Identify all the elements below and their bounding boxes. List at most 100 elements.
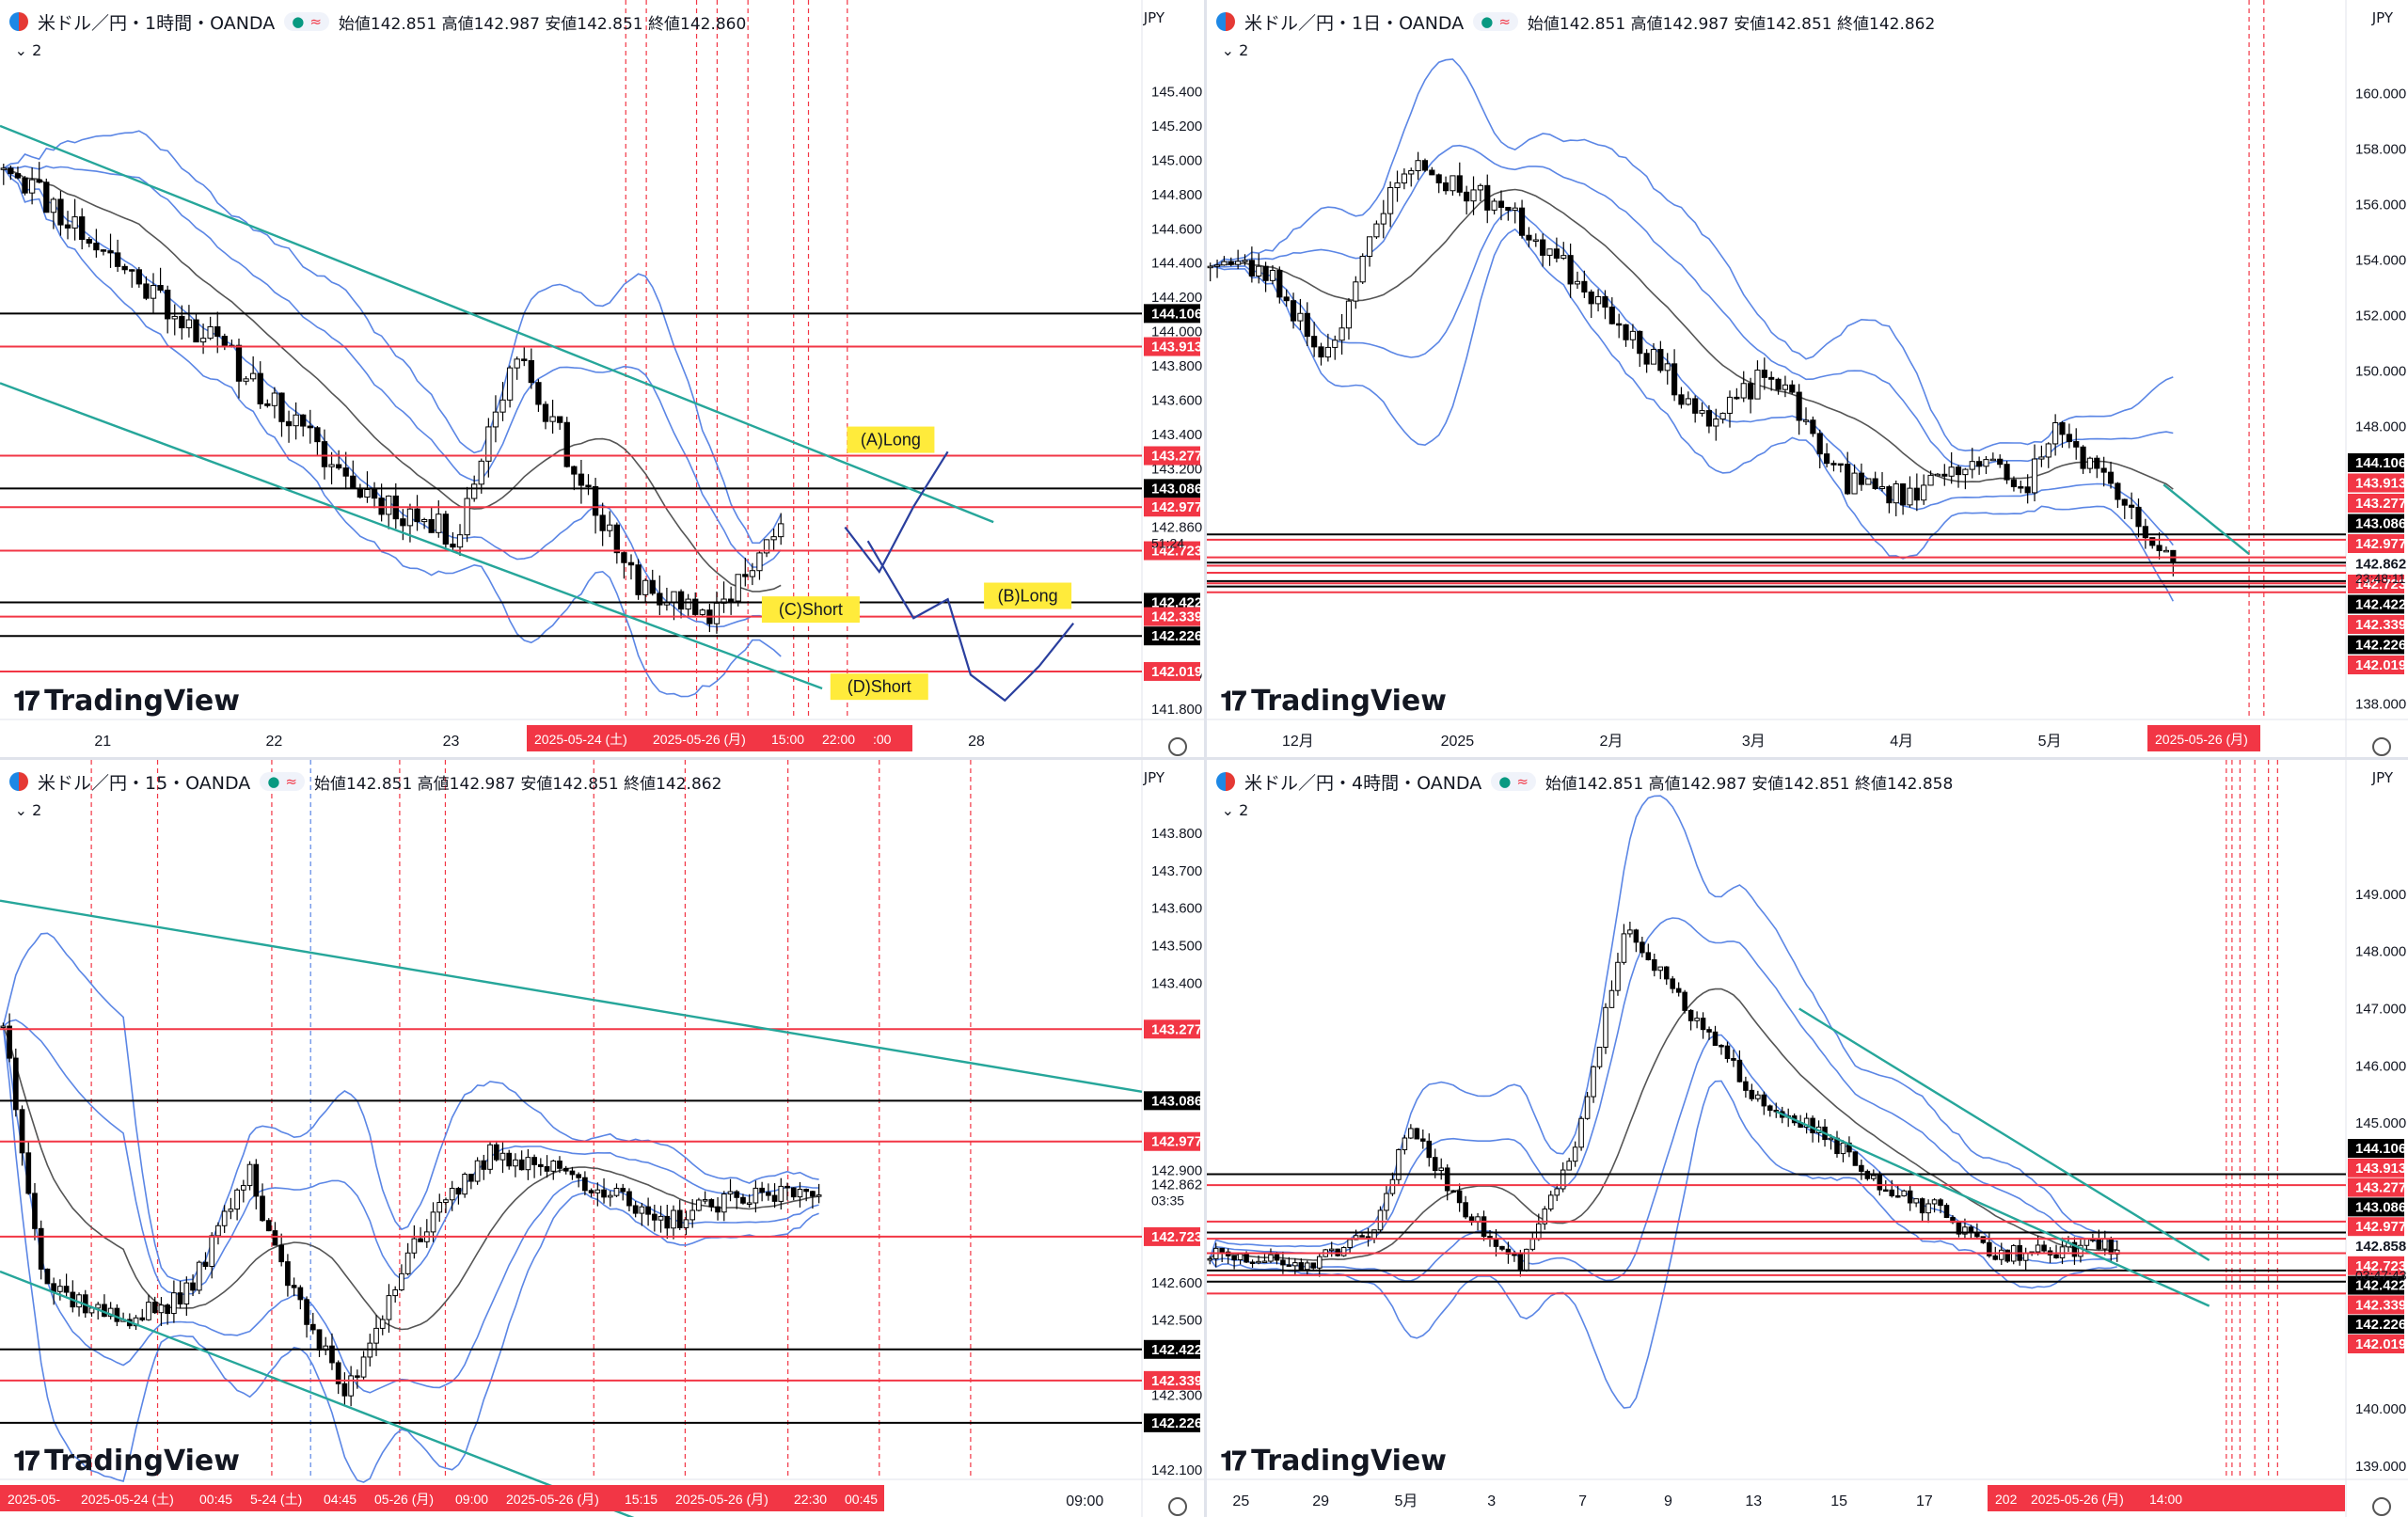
crosshair-date-label: 5-27 (火) bbox=[895, 1492, 947, 1507]
symbol-title[interactable]: 米ドル／円・1時間・OANDA bbox=[38, 12, 276, 34]
tradingview-logo[interactable]: 𝟏𝟕 TradingView bbox=[13, 685, 240, 718]
time-tick-label: 3 bbox=[1487, 1493, 1496, 1509]
tradingview-logo[interactable]: 𝟏𝟕 TradingView bbox=[1220, 1445, 1447, 1477]
symbol-title[interactable]: 米ドル／円・4時間・OANDA bbox=[1244, 772, 1482, 794]
legend-toggle[interactable]: ⌄ 2 bbox=[9, 798, 47, 822]
candle-body bbox=[57, 198, 64, 226]
chart-pane-15m[interactable]: 143.800 143.700 143.600 143.500 143.400 142.9… bbox=[0, 760, 1204, 1517]
candle-body bbox=[1596, 1046, 1603, 1067]
price-tick-label: 142.600 bbox=[1151, 1275, 1202, 1291]
price-level-tag bbox=[2348, 1177, 2404, 1197]
legend-toggle[interactable]: ⌄ 2 bbox=[1216, 38, 1254, 62]
chart-canvas-1d[interactable]: 160.000 158.000 156.000 154.000 152.000 150.0… bbox=[1207, 0, 2408, 757]
pane-divider-horizontal[interactable] bbox=[0, 757, 2408, 760]
currency-label[interactable]: JPY bbox=[2371, 769, 2393, 786]
candle-body bbox=[594, 1189, 601, 1193]
candle-body bbox=[1877, 1175, 1883, 1191]
currency-label[interactable]: JPY bbox=[1143, 769, 1164, 786]
chart-pane-1d[interactable]: 160.000 158.000 156.000 154.000 152.000 150.0… bbox=[1207, 0, 2408, 757]
chart-canvas-15m[interactable]: 143.800 143.700 143.600 143.500 143.400 142.9… bbox=[0, 760, 1204, 1517]
candle-body bbox=[1526, 234, 1532, 241]
usdjpy-flag-icon bbox=[1216, 12, 1235, 31]
legend-toggle[interactable]: ⌄ 2 bbox=[1216, 798, 1254, 822]
candle-body bbox=[234, 1189, 240, 1210]
status-pill[interactable]: ● ≈ bbox=[260, 772, 305, 791]
candle-body bbox=[350, 475, 356, 489]
candle-body bbox=[770, 536, 777, 541]
candle-body bbox=[620, 1187, 626, 1193]
crosshair-date-label: :00 bbox=[873, 732, 892, 747]
symbol-title[interactable]: 米ドル／円・15・OANDA bbox=[38, 772, 251, 794]
candle-body bbox=[1992, 1255, 1999, 1260]
candle-body bbox=[228, 1209, 234, 1212]
tradingview-logo[interactable]: 𝟏𝟕 TradingView bbox=[13, 1445, 240, 1477]
candle-body bbox=[19, 1109, 25, 1154]
status-pill[interactable]: ● ≈ bbox=[1491, 772, 1536, 791]
settings-gear-icon[interactable] bbox=[2372, 737, 2391, 756]
candle-body bbox=[235, 344, 243, 382]
candle-body bbox=[699, 609, 705, 615]
status-pill[interactable]: ● ≈ bbox=[284, 12, 329, 31]
candle-body bbox=[1429, 169, 1435, 176]
price-level-tag-label: 142.977 bbox=[1151, 499, 1202, 515]
currency-label[interactable]: JPY bbox=[2371, 9, 2393, 26]
candle-body bbox=[1931, 1199, 1938, 1205]
chart-canvas-1h[interactable]: 145.400 145.200 145.000 144.800 144.600 144.4… bbox=[0, 0, 1204, 757]
candle-body bbox=[1694, 1018, 1700, 1021]
candle-body bbox=[221, 336, 228, 346]
crosshair-date-label: 00:45 bbox=[199, 1492, 232, 1507]
candle-body bbox=[14, 173, 22, 179]
currency-label[interactable]: JPY bbox=[1143, 9, 1164, 26]
candle-body bbox=[1536, 1223, 1542, 1240]
candle-body bbox=[1244, 1253, 1249, 1263]
candle-body bbox=[1402, 1137, 1408, 1151]
price-level-tag-label: 142.019 bbox=[2355, 1336, 2406, 1352]
chart-pane-1h[interactable]: 145.400 145.200 145.000 144.800 144.600 144.4… bbox=[0, 0, 1204, 757]
bar-countdown: 03:47:43 bbox=[2355, 1268, 2407, 1283]
settings-gear-icon[interactable] bbox=[2372, 1497, 2391, 1516]
candle-body bbox=[1938, 1199, 1943, 1207]
symbol-title[interactable]: 米ドル／円・1日・OANDA bbox=[1244, 12, 1465, 34]
indicator-count: 2 bbox=[1239, 800, 1249, 819]
settings-gear-icon[interactable] bbox=[1168, 1497, 1187, 1516]
candle-body bbox=[1913, 487, 1920, 501]
candle-body bbox=[1883, 1189, 1889, 1193]
candle-body bbox=[1687, 1009, 1694, 1021]
tradingview-logo[interactable]: 𝟏𝟕 TradingView bbox=[1220, 685, 1447, 718]
candle-body bbox=[1840, 1142, 1846, 1155]
candle-body bbox=[784, 1185, 790, 1189]
candle-body bbox=[171, 1292, 177, 1315]
legend-toggle[interactable]: ⌄ 2 bbox=[9, 38, 47, 62]
candle-body bbox=[1463, 1202, 1468, 1218]
price-level-tag-label: 142.422 bbox=[1151, 594, 1202, 610]
candle-body bbox=[462, 1173, 467, 1195]
candle-body bbox=[1415, 160, 1421, 171]
price-level-tag-label: 143.913 bbox=[1151, 340, 1202, 356]
chart-canvas-4h[interactable]: 149.000 148.000 147.000 146.000 145.000 140.0… bbox=[1207, 760, 2408, 1517]
candle-body bbox=[1743, 1081, 1749, 1091]
price-level-tag bbox=[2348, 635, 2404, 655]
candle-body bbox=[759, 1187, 765, 1193]
candle-body bbox=[513, 1159, 518, 1167]
price-level-tag bbox=[2348, 1315, 2404, 1335]
bb-lower-1sd bbox=[1210, 208, 2174, 546]
price-level-tag-label: 143.913 bbox=[2355, 1161, 2406, 1177]
crosshair-date-label: 5-24 (土) bbox=[250, 1492, 302, 1507]
candle-body bbox=[86, 239, 92, 245]
status-pill[interactable]: ● ≈ bbox=[1473, 12, 1518, 31]
candle-body bbox=[756, 552, 763, 572]
candle-body bbox=[133, 1317, 139, 1327]
ohlc-values: 始値142.851 高値142.987 安値142.851 終値142.862 bbox=[313, 774, 722, 794]
ohlc-values: 始値142.851 高値142.987 安値142.851 終値142.862 bbox=[1527, 14, 1936, 34]
settings-gear-icon[interactable] bbox=[1168, 737, 1187, 756]
candle-body bbox=[1615, 961, 1621, 991]
candle-body bbox=[1865, 478, 1872, 485]
candle-body bbox=[2086, 457, 2094, 469]
candle-body bbox=[1435, 174, 1442, 183]
candle-body bbox=[2094, 457, 2100, 469]
candle-body bbox=[1359, 256, 1366, 283]
candle-body bbox=[1484, 184, 1491, 211]
chart-pane-4h[interactable]: 149.000 148.000 147.000 146.000 145.000 140.0… bbox=[1207, 760, 2408, 1517]
candle-body bbox=[1852, 1151, 1859, 1166]
price-tick-label: 143.600 bbox=[1151, 901, 1202, 917]
